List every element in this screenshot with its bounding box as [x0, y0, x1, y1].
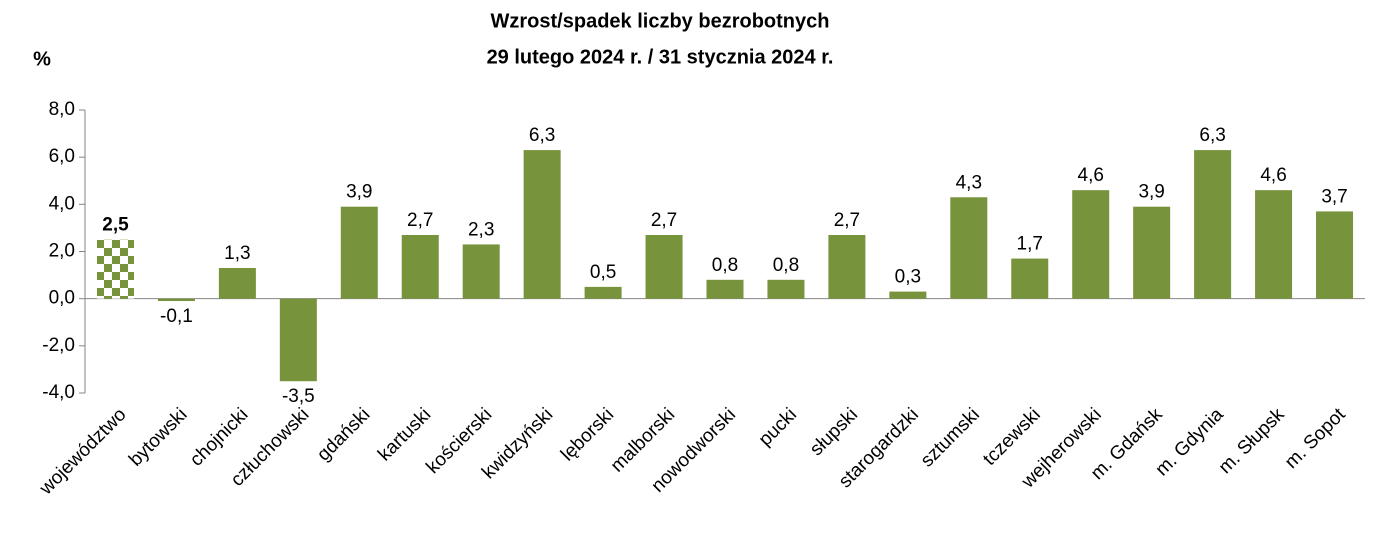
- data-label: 1,7: [1017, 234, 1043, 255]
- data-label: 0,8: [773, 255, 799, 276]
- data-label: 0,5: [590, 262, 616, 283]
- bar: [1133, 206, 1171, 299]
- data-label: -0,1: [160, 306, 193, 327]
- bar: [279, 298, 317, 382]
- bar: [157, 298, 195, 302]
- data-label: 1,3: [224, 243, 250, 264]
- x-tick-label: m. Słupsk: [1215, 404, 1289, 478]
- data-label: 2,7: [834, 210, 860, 231]
- bar: [767, 279, 805, 299]
- bar: [1255, 190, 1293, 299]
- bar: [218, 268, 256, 299]
- data-label: 4,3: [956, 172, 982, 193]
- x-tick-label: m. Sopot: [1281, 404, 1350, 473]
- data-label: 0,3: [895, 267, 921, 288]
- y-axis-label: %: [33, 48, 51, 70]
- chart-subtitle: 29 lutego 2024 r. / 31 stycznia 2024 r.: [487, 46, 834, 68]
- x-tick-label: słupski: [806, 404, 862, 460]
- bar: [462, 244, 500, 299]
- x-tick-label: pucki: [755, 404, 801, 450]
- y-tick-label: -2,0: [42, 335, 75, 356]
- bar: [1072, 190, 1110, 299]
- x-tick-label: m. Gdynia: [1152, 404, 1228, 480]
- x-tick-label: bytowski: [125, 404, 191, 470]
- bar: [1194, 150, 1232, 299]
- bar: [889, 291, 927, 299]
- x-tick-label: lęborski: [557, 404, 618, 465]
- data-label: 2,7: [651, 210, 677, 231]
- y-tick-label: 0,0: [49, 288, 75, 309]
- data-label: -3,5: [282, 386, 315, 407]
- data-label: 2,7: [407, 210, 433, 231]
- bar: [1316, 211, 1354, 299]
- x-tick-label: województwo: [35, 404, 130, 499]
- bar: [401, 234, 439, 299]
- data-label: 6,3: [529, 125, 555, 146]
- bar: [706, 279, 744, 299]
- data-label: 2,3: [468, 219, 494, 240]
- x-tick-label: sztumski: [917, 404, 984, 471]
- data-label: 3,7: [1321, 186, 1347, 207]
- bar: [950, 197, 988, 299]
- data-label: 0,8: [712, 255, 738, 276]
- x-tick-label: gdański: [313, 404, 374, 465]
- data-label: 4,6: [1078, 165, 1104, 186]
- chart-title: Wzrost/spadek liczby bezrobotnych: [491, 10, 830, 32]
- data-label: 3,9: [346, 182, 372, 203]
- bar: [584, 286, 622, 299]
- data-label: 2,5: [102, 215, 129, 236]
- data-label: 6,3: [1199, 125, 1225, 146]
- y-tick-label: 8,0: [49, 99, 75, 120]
- bar: [523, 150, 561, 299]
- y-tick-label: 4,0: [49, 193, 75, 214]
- bar: [1011, 258, 1049, 299]
- bar: [828, 234, 866, 299]
- y-tick-label: 2,0: [49, 241, 75, 262]
- data-label: 4,6: [1260, 165, 1286, 186]
- x-tick-label: kartuski: [374, 404, 435, 465]
- data-label: 3,9: [1138, 182, 1164, 203]
- bar: [645, 234, 683, 299]
- y-tick-label: -4,0: [42, 382, 75, 403]
- y-tick-label: 6,0: [49, 146, 75, 167]
- bar: [340, 206, 378, 299]
- bar: [96, 239, 134, 299]
